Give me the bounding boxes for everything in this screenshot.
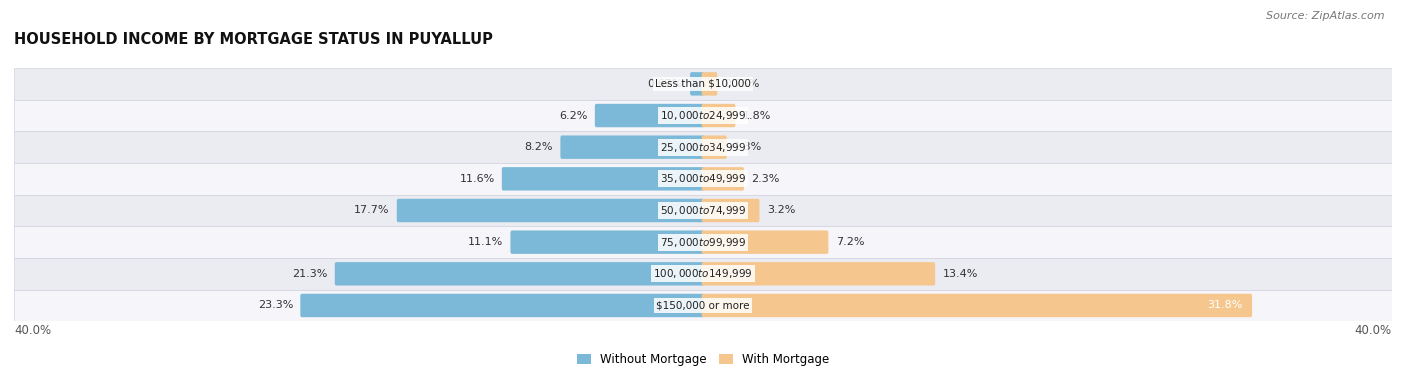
Bar — [14, 226, 1392, 258]
FancyBboxPatch shape — [702, 231, 828, 254]
Text: 3.2%: 3.2% — [766, 206, 796, 215]
Bar — [14, 195, 1392, 226]
Text: 1.3%: 1.3% — [734, 142, 762, 152]
Legend: Without Mortgage, With Mortgage: Without Mortgage, With Mortgage — [572, 349, 834, 371]
FancyBboxPatch shape — [702, 262, 935, 285]
Text: 23.3%: 23.3% — [257, 301, 292, 310]
Text: 0.75%: 0.75% — [724, 79, 759, 89]
Text: 11.6%: 11.6% — [460, 174, 495, 184]
Text: 6.2%: 6.2% — [560, 110, 588, 121]
Text: 13.4%: 13.4% — [942, 269, 977, 279]
FancyBboxPatch shape — [690, 72, 704, 96]
FancyBboxPatch shape — [502, 167, 704, 191]
Text: 40.0%: 40.0% — [1355, 324, 1392, 337]
FancyBboxPatch shape — [702, 294, 1253, 317]
Text: $35,000 to $49,999: $35,000 to $49,999 — [659, 172, 747, 185]
Text: $10,000 to $24,999: $10,000 to $24,999 — [659, 109, 747, 122]
Text: 2.3%: 2.3% — [751, 174, 779, 184]
Text: 8.2%: 8.2% — [524, 142, 553, 152]
Text: Less than $10,000: Less than $10,000 — [655, 79, 751, 89]
FancyBboxPatch shape — [702, 72, 717, 96]
FancyBboxPatch shape — [335, 262, 704, 285]
Text: 17.7%: 17.7% — [354, 206, 389, 215]
Text: 0.67%: 0.67% — [648, 79, 683, 89]
FancyBboxPatch shape — [702, 167, 744, 191]
Text: $50,000 to $74,999: $50,000 to $74,999 — [659, 204, 747, 217]
FancyBboxPatch shape — [510, 231, 704, 254]
Bar — [14, 163, 1392, 195]
Bar — [14, 290, 1392, 321]
FancyBboxPatch shape — [702, 135, 727, 159]
FancyBboxPatch shape — [595, 104, 704, 127]
Bar — [14, 258, 1392, 290]
FancyBboxPatch shape — [702, 104, 735, 127]
Text: 1.8%: 1.8% — [742, 110, 770, 121]
Text: 31.8%: 31.8% — [1206, 301, 1241, 310]
FancyBboxPatch shape — [301, 294, 704, 317]
Bar — [14, 68, 1392, 100]
Text: HOUSEHOLD INCOME BY MORTGAGE STATUS IN PUYALLUP: HOUSEHOLD INCOME BY MORTGAGE STATUS IN P… — [14, 33, 494, 48]
Text: $100,000 to $149,999: $100,000 to $149,999 — [654, 267, 752, 280]
Text: $75,000 to $99,999: $75,000 to $99,999 — [659, 235, 747, 249]
Text: 21.3%: 21.3% — [292, 269, 328, 279]
Text: 7.2%: 7.2% — [835, 237, 865, 247]
Text: Source: ZipAtlas.com: Source: ZipAtlas.com — [1267, 11, 1385, 21]
FancyBboxPatch shape — [396, 199, 704, 222]
Bar — [14, 132, 1392, 163]
FancyBboxPatch shape — [702, 199, 759, 222]
Bar — [14, 100, 1392, 132]
FancyBboxPatch shape — [561, 135, 704, 159]
Text: $25,000 to $34,999: $25,000 to $34,999 — [659, 141, 747, 154]
Text: $150,000 or more: $150,000 or more — [657, 301, 749, 310]
Text: 40.0%: 40.0% — [14, 324, 51, 337]
Text: 11.1%: 11.1% — [468, 237, 503, 247]
